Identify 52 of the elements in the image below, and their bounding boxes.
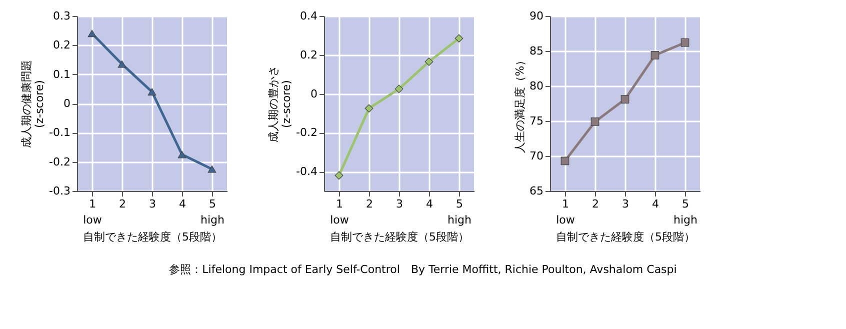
x-tick-label: 3 xyxy=(396,198,403,210)
point xyxy=(454,34,464,43)
x-tick-label: 3 xyxy=(622,198,629,210)
y-tick-label: 75 xyxy=(530,114,544,128)
y-tick-label: -0.2 xyxy=(296,126,318,140)
point xyxy=(590,118,600,126)
x-tick-label: 4 xyxy=(426,198,433,210)
y-tick-label: -0.1 xyxy=(49,126,70,140)
x-tick-label: 5 high xyxy=(200,198,225,226)
x-tick-label: 5 high xyxy=(674,198,698,226)
point xyxy=(560,156,570,166)
y-axis-title: 成人期の健康問題 (z-score) xyxy=(20,60,46,148)
x-tick-label: 1 low xyxy=(83,198,102,226)
point xyxy=(334,171,344,180)
y-tick-label: 0 xyxy=(64,97,70,110)
point xyxy=(364,104,374,113)
x-tick-label: 3 xyxy=(149,198,156,210)
y-tick-label: 80 xyxy=(530,80,544,92)
y-tick-label: 0 xyxy=(310,87,318,100)
y-tick-label: 85 xyxy=(530,44,544,58)
point xyxy=(650,51,660,60)
x-tick-label: 2 xyxy=(366,198,373,210)
y-tick-label: 65 xyxy=(530,184,544,198)
x-tick-label: 1 low xyxy=(330,198,349,226)
y-tick-label: 0.1 xyxy=(53,68,70,81)
point xyxy=(394,84,404,94)
x-tick-label: 4 xyxy=(652,198,659,210)
y-tick-label: 70 xyxy=(530,150,544,162)
point xyxy=(208,165,216,173)
x-tick-label: 4 xyxy=(179,198,186,210)
y-tick-label: -0.4 xyxy=(296,165,318,178)
point xyxy=(148,88,156,96)
y-tick-label: -0.2 xyxy=(49,155,70,168)
point xyxy=(118,60,126,68)
y-tick-label: 0.4 xyxy=(300,10,318,22)
x-tick-label: 1 low xyxy=(556,198,575,226)
y-tick-label: -0.3 xyxy=(49,184,70,198)
point xyxy=(88,30,96,38)
x-tick-label: 2 xyxy=(592,198,599,210)
point xyxy=(620,95,630,104)
point xyxy=(680,38,690,47)
y-tick-label: 0.2 xyxy=(300,48,318,62)
x-tick-label: 2 xyxy=(119,198,126,210)
x-tick-label: 5 high xyxy=(448,198,472,226)
y-axis-title: 成人期の豊かさ (z-score) xyxy=(267,66,294,142)
text: 参照：Lifelong Impact of Early Self-Control By Terrie Moffitt, Richie Poulton, Avshalom Caspi xyxy=(168,262,678,277)
point xyxy=(424,58,434,66)
y-tick-label: 90 xyxy=(530,10,544,22)
y-tick-label: 0.3 xyxy=(53,10,70,22)
point xyxy=(178,150,186,158)
y-tick-label: 0.2 xyxy=(53,38,70,52)
y-axis-title: 人生の満足度（%） xyxy=(514,54,527,154)
